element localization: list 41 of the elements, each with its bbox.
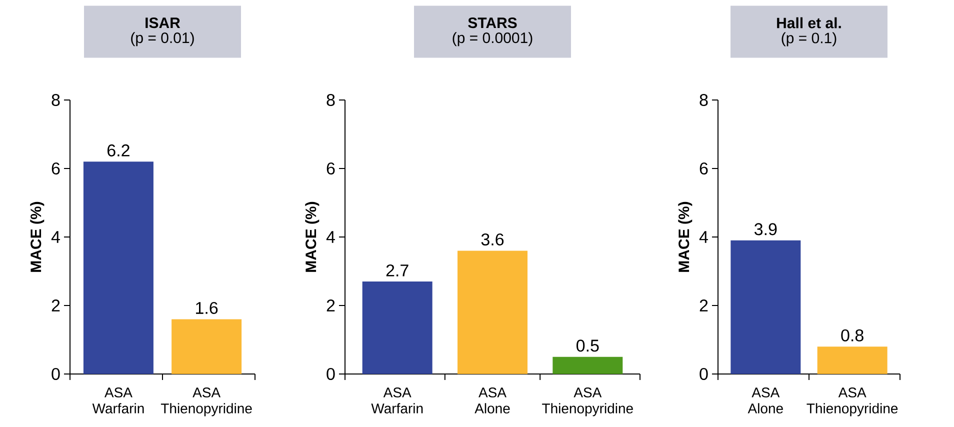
y-axis-title: MACE (%) bbox=[30, 202, 44, 272]
chart-title: ISAR bbox=[146, 17, 180, 28]
data-label: 1.6 bbox=[196, 302, 218, 314]
bar bbox=[458, 250, 528, 374]
x-tick-label: ASA Warfarin bbox=[371, 388, 423, 414]
y-tick-label: 2 bbox=[326, 300, 335, 312]
x-tick-label: ASA Warfarin bbox=[92, 388, 144, 414]
chart-subtitle: (p = 0.1) bbox=[782, 32, 836, 46]
y-tick-label: 8 bbox=[700, 94, 708, 106]
y-axis-title: MACE (%) bbox=[678, 202, 692, 272]
y-tick-label: 6 bbox=[52, 162, 60, 175]
y-tick-label: 6 bbox=[326, 162, 335, 175]
data-label: 0.8 bbox=[841, 329, 864, 342]
y-tick-label: 4 bbox=[699, 231, 708, 243]
y-tick-label: 4 bbox=[51, 231, 60, 243]
y-tick-label: 0 bbox=[52, 368, 60, 380]
y-tick-label: 6 bbox=[700, 162, 708, 175]
chart-subtitle: (p = 0.01) bbox=[131, 32, 194, 46]
y-tick-label: 8 bbox=[326, 94, 335, 106]
x-tick-label: ASA Thienopyridine bbox=[806, 388, 898, 416]
data-label: 3.9 bbox=[754, 223, 777, 236]
y-tick-label: 0 bbox=[700, 368, 708, 380]
bar bbox=[362, 282, 432, 374]
y-tick-label: 8 bbox=[52, 94, 60, 106]
data-label: 0.5 bbox=[576, 340, 599, 352]
x-tick-label: ASA Alone bbox=[474, 388, 510, 414]
y-tick-label: 2 bbox=[52, 300, 60, 312]
chart-title: STARS bbox=[468, 17, 517, 28]
y-tick-label: 4 bbox=[326, 231, 335, 243]
data-label: 3.6 bbox=[481, 233, 504, 246]
x-tick-label: ASA Thienopyridine bbox=[160, 388, 252, 416]
x-tick-label: ASA Thienopyridine bbox=[542, 388, 633, 416]
y-axis-title: MACE (%) bbox=[305, 202, 320, 272]
y-tick-label: 2 bbox=[700, 300, 708, 312]
y-tick-label: 0 bbox=[326, 368, 335, 380]
chart-title: Hall et al. bbox=[777, 17, 841, 28]
bar bbox=[552, 356, 623, 374]
data-label: 2.7 bbox=[386, 264, 408, 276]
x-tick-label: ASA Alone bbox=[748, 388, 783, 414]
data-label: 6.2 bbox=[108, 144, 130, 156]
chart-subtitle: (p = 0.0001) bbox=[452, 32, 532, 46]
